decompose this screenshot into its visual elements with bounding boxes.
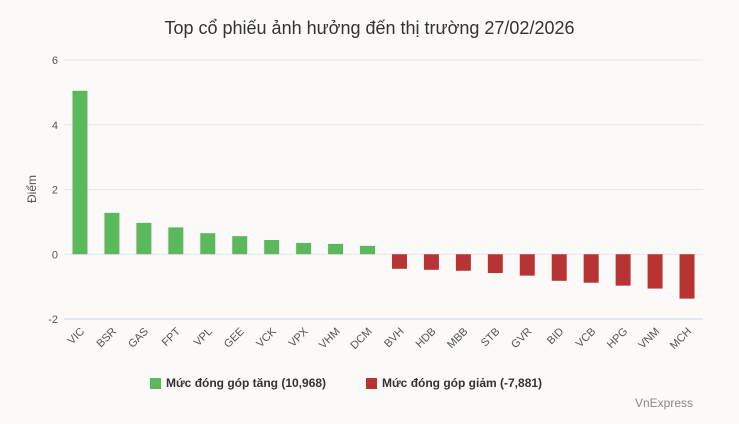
bar-mch[interactable] (679, 254, 695, 299)
x-tick-label: VIC (66, 326, 87, 347)
x-tick-label: VNM (636, 326, 662, 352)
x-tick-label: VCB (574, 326, 598, 350)
bar-bid[interactable] (551, 254, 567, 281)
x-tick-label: VHM (317, 326, 343, 352)
bar-gee[interactable] (232, 236, 248, 255)
bar-vpl[interactable] (200, 233, 216, 255)
bar-vic[interactable] (72, 90, 88, 255)
bar-vhm[interactable] (328, 243, 344, 255)
y-tick-label: -2 (48, 314, 58, 326)
bar-hpg[interactable] (615, 254, 631, 286)
bar-vpx[interactable] (296, 242, 312, 255)
x-tick-label: HDB (414, 326, 439, 351)
y-axis-label: Điểm (25, 175, 39, 203)
y-tick-label: 6 (52, 55, 58, 67)
x-tick-label: STB (479, 326, 503, 350)
y-tick-label: 2 (52, 185, 58, 197)
bar-gvr[interactable] (519, 254, 535, 276)
bar-vnm[interactable] (647, 254, 663, 289)
x-tick-label: VPX (287, 325, 312, 350)
x-tick-label: GAS (126, 326, 151, 351)
source-credit: VnExpress (634, 396, 693, 410)
x-tick-label: MCH (668, 326, 694, 352)
x-tick-label: BVH (382, 326, 407, 351)
legend-item-down[interactable]: Mức đóng góp giảm (-7,881) (366, 376, 542, 390)
legend-label-down: Mức đóng góp giảm (-7,881) (382, 376, 543, 390)
x-tick-label: GEE (222, 326, 247, 351)
legend-swatch-down (366, 377, 377, 389)
x-tick-label: VPL (192, 326, 215, 349)
bar-fpt[interactable] (168, 227, 184, 255)
x-tick-label: BSR (95, 326, 120, 351)
bar-stb[interactable] (487, 254, 503, 274)
x-axis-ticks: VIC BSR GAS FPT VPL GEE VCK VPX VHM DCM BVH HDB MBB S… (66, 325, 695, 352)
legend-label-up: Mức đóng góp tăng (10,968) (166, 376, 327, 390)
legend-item-up[interactable]: Mức đóng góp tăng (10,968) (150, 376, 326, 390)
x-tick-label: HPG (605, 326, 630, 351)
chart-title: Top cổ phiếu ảnh hưởng đến thị trường 27… (164, 18, 575, 38)
gridlines (64, 59, 703, 320)
bar-hdb[interactable] (423, 254, 439, 270)
x-tick-label: VCK (254, 325, 279, 350)
bar-bsr[interactable] (104, 212, 120, 255)
legend-swatch-up (150, 377, 161, 389)
bar-mbb[interactable] (455, 254, 471, 271)
x-tick-label: DCM (348, 326, 374, 352)
bars (72, 90, 695, 299)
bar-gas[interactable] (136, 222, 152, 255)
y-axis-ticks: -2 0 2 4 6 (48, 55, 58, 326)
bar-dcm[interactable] (360, 245, 376, 255)
bar-bvh[interactable] (391, 254, 407, 269)
y-tick-label: 0 (52, 249, 58, 261)
legend: Mức đóng góp tăng (10,968) Mức đóng góp … (0, 376, 739, 394)
y-tick-label: 4 (52, 120, 58, 132)
bar-vck[interactable] (264, 240, 280, 255)
x-tick-label: BID (545, 326, 566, 347)
x-tick-label: MBB (445, 326, 470, 351)
bar-vcb[interactable] (583, 254, 599, 283)
x-tick-label: FPT (160, 325, 183, 348)
x-tick-label: GVR (509, 326, 534, 351)
